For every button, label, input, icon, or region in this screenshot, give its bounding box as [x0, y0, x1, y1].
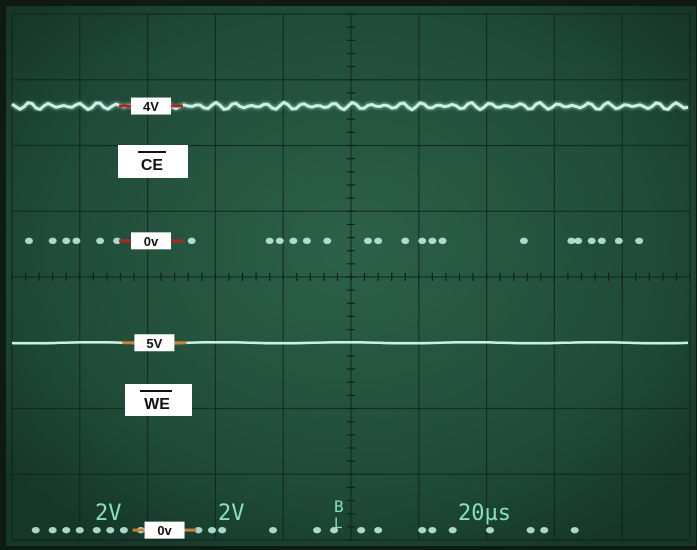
trace-we	[11, 340, 689, 345]
ce-low-dot	[614, 237, 623, 245]
ce-low-dot	[597, 237, 606, 245]
ce-low-dot	[113, 237, 122, 245]
ce-low-dot	[289, 237, 298, 245]
ce-low-dot	[48, 237, 57, 245]
ce-low-dot	[519, 237, 528, 245]
ch1-volts-per-div: 2V	[95, 501, 122, 526]
ce-low-dot	[418, 237, 427, 245]
ce-low-dot	[96, 237, 105, 245]
marker-box	[134, 334, 175, 352]
we-label-box: WE	[125, 384, 192, 416]
we-low-dot	[313, 526, 322, 534]
svg-text:B: B	[334, 497, 344, 516]
ce-low-dot	[438, 237, 447, 245]
we-low-dot	[418, 526, 427, 534]
we-low-dot	[194, 526, 203, 534]
we-low-dot	[119, 526, 128, 534]
we-low-dot	[448, 526, 457, 534]
we-low-dot	[218, 526, 227, 534]
we-low-dot	[485, 526, 494, 534]
we-low-dot	[269, 526, 278, 534]
ce-low-dot	[428, 237, 437, 245]
marker-box	[144, 521, 185, 539]
we-low-dot	[526, 526, 535, 534]
ce-low-dot	[363, 237, 372, 245]
marker-box	[130, 97, 171, 115]
ce-low-dot	[275, 237, 284, 245]
ce-low-dot	[72, 237, 81, 245]
we-low-dot	[330, 526, 339, 534]
we-low-dot	[357, 526, 366, 534]
we-low-dot	[106, 526, 115, 534]
we-low-dot	[570, 526, 579, 534]
ce-low-dot	[401, 237, 410, 245]
marker-label: 0v	[144, 234, 159, 249]
ce-low-dot	[567, 237, 576, 245]
svg-text:L: L	[334, 516, 342, 532]
we-low-dot	[31, 526, 40, 534]
ce-low-dot	[374, 237, 383, 245]
ce-low-dot	[187, 237, 196, 245]
ce-low-dot	[574, 237, 583, 245]
we-low-dot	[75, 526, 84, 534]
marker-label: 0v	[157, 523, 172, 538]
we-low-dot	[374, 526, 383, 534]
we-low-dot	[540, 526, 549, 534]
marker-label: 5V	[146, 336, 162, 351]
ce-low-dot	[24, 237, 33, 245]
ce-low-dot	[635, 237, 644, 245]
voltage-markers: 4V 0v 5V 0v	[118, 97, 197, 539]
we-low-dot	[62, 526, 71, 534]
marker-label: 4V	[143, 99, 159, 114]
ce-label: CE	[141, 157, 164, 174]
marker-box	[130, 232, 171, 250]
we-label: WE	[144, 396, 170, 413]
ch2-volts-per-div: 2V	[218, 501, 245, 526]
ce-low-dot	[62, 237, 71, 245]
ce-low-dot	[323, 237, 332, 245]
trigger-icon: B L	[334, 497, 344, 532]
we-low-dot	[428, 526, 437, 534]
we-low-dot	[208, 526, 217, 534]
we-low-dot	[48, 526, 57, 534]
we-low-dot	[92, 526, 101, 534]
ce-low-dot	[587, 237, 596, 245]
ce-low-dot	[265, 237, 274, 245]
ce-low-dot	[302, 237, 311, 245]
timebase-readout: 20µs	[458, 501, 511, 526]
ce-label-box: CE	[118, 145, 188, 178]
